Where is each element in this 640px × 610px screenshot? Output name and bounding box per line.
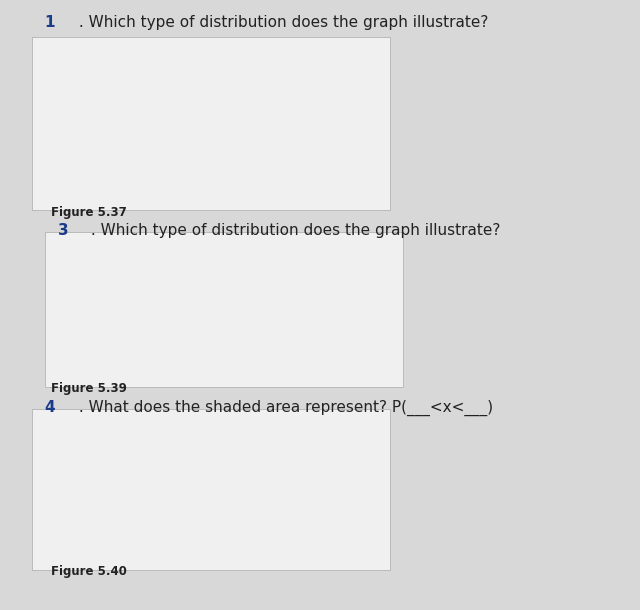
Text: x: x	[373, 362, 380, 372]
Bar	[131, 470, 211, 540]
Text: Figure 5.39: Figure 5.39	[51, 382, 127, 395]
Text: Figure 5.37: Figure 5.37	[51, 206, 127, 218]
Text: 1: 1	[45, 15, 55, 30]
Text: 4: 4	[45, 400, 56, 415]
Text: x: x	[360, 539, 366, 549]
Text: . Which type of distribution does the graph illustrate?: . Which type of distribution does the gr…	[86, 223, 500, 238]
Text: . Which type of distribution does the graph illustrate?: . Which type of distribution does the gr…	[74, 15, 488, 30]
Bar	[131, 470, 291, 540]
Bar	[157, 106, 291, 182]
Text: . What does the shaded area represent? P(___<x<___): . What does the shaded area represent? P…	[74, 400, 493, 416]
Text: x: x	[360, 181, 366, 192]
Text: Figure 5.40: Figure 5.40	[51, 565, 127, 578]
Text: 3: 3	[58, 223, 68, 238]
